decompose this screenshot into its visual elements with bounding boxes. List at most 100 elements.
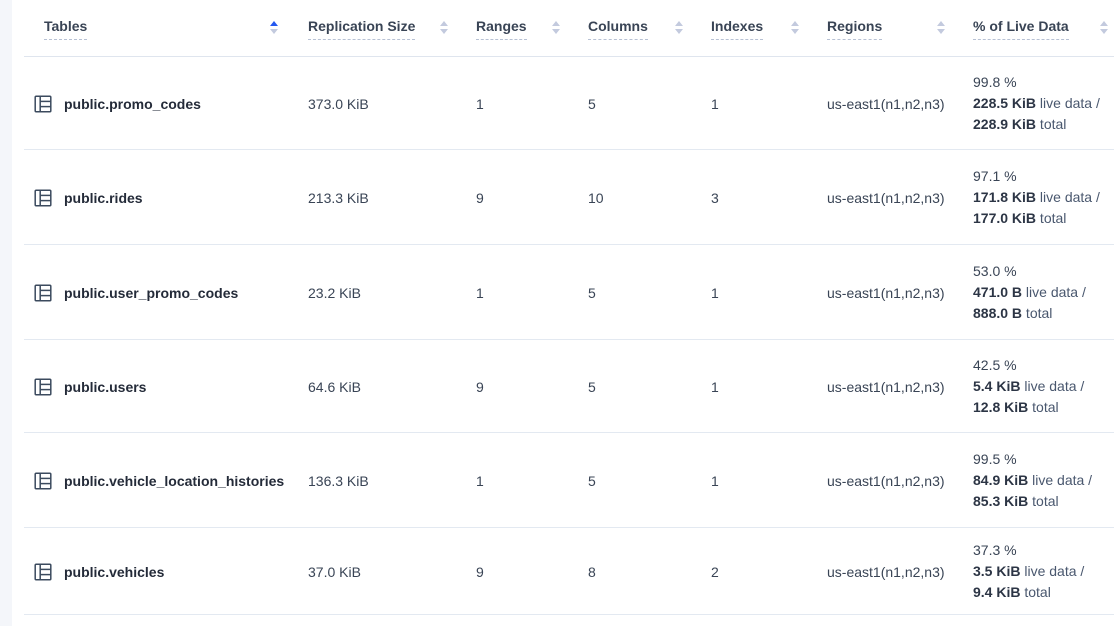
live-data-cell: 99.8 % 228.5 KiB live data / 228.9 KiB t… xyxy=(973,72,1114,135)
sort-desc-icon xyxy=(552,28,560,34)
replication-size-value: 136.3 KiB xyxy=(308,472,369,489)
indexes-value: 3 xyxy=(711,189,719,206)
columns-value: 8 xyxy=(588,563,596,580)
ranges-value: 1 xyxy=(476,284,484,301)
column-header-tables-label[interactable]: Tables xyxy=(44,18,88,40)
sort-arrows-icon[interactable] xyxy=(552,20,560,34)
replication-size-value: 64.6 KiB xyxy=(308,378,361,395)
sort-desc-icon xyxy=(791,28,799,34)
column-header-replication-size[interactable]: Replication Size xyxy=(308,0,476,57)
column-header-regions-label[interactable]: Regions xyxy=(827,18,883,40)
ranges-value: 9 xyxy=(476,378,484,395)
sort-asc-icon xyxy=(440,20,448,26)
column-header-live-data[interactable]: % of Live Data xyxy=(973,0,1114,57)
regions-value: us-east1(n1,n2,n3) xyxy=(827,95,945,112)
sort-asc-icon xyxy=(552,20,560,26)
indexes-value: 1 xyxy=(711,472,719,489)
ranges-value: 9 xyxy=(476,563,484,580)
table-row: public.users 64.6 KiB 9 5 1 us-east1(n1,… xyxy=(12,340,1114,433)
columns-value: 5 xyxy=(588,95,596,112)
replication-size-value: 37.0 KiB xyxy=(308,563,361,580)
total-data-line: 9.4 KiB total xyxy=(973,584,1051,600)
live-data-percent: 37.3 % xyxy=(973,542,1017,558)
table-name-link[interactable]: public.vehicles xyxy=(64,563,165,580)
sort-desc-icon xyxy=(1100,28,1108,34)
table-name-cell: public.vehicles xyxy=(12,562,308,581)
regions-value: us-east1(n1,n2,n3) xyxy=(827,189,945,206)
live-data-cell: 42.5 % 5.4 KiB live data / 12.8 KiB tota… xyxy=(973,355,1114,418)
sort-arrows-icon[interactable] xyxy=(270,20,278,34)
total-data-line: 888.0 B total xyxy=(973,305,1053,321)
live-data-line: 228.5 KiB live data / xyxy=(973,95,1100,111)
table-row: public.vehicles 37.0 KiB 9 8 2 us-east1(… xyxy=(12,528,1114,615)
live-data-percent: 42.5 % xyxy=(973,357,1017,373)
table-icon xyxy=(34,562,52,581)
columns-value: 10 xyxy=(588,189,604,206)
live-data-line: 3.5 KiB live data / xyxy=(973,563,1085,579)
live-data-percent: 53.0 % xyxy=(973,263,1017,279)
regions-value: us-east1(n1,n2,n3) xyxy=(827,284,945,301)
table-icon xyxy=(34,188,52,207)
table-row: public.vehicle_location_histories 136.3 … xyxy=(12,433,1114,528)
total-data-line: 12.8 KiB total xyxy=(973,399,1059,415)
live-data-cell: 37.3 % 3.5 KiB live data / 9.4 KiB total xyxy=(973,540,1114,603)
table-row: public.rides 213.3 KiB 9 10 3 us-east1(n… xyxy=(12,150,1114,245)
column-header-ranges[interactable]: Ranges xyxy=(476,0,588,57)
regions-value: us-east1(n1,n2,n3) xyxy=(827,472,945,489)
live-data-line: 171.8 KiB live data / xyxy=(973,189,1100,205)
sort-asc-icon xyxy=(270,20,278,26)
live-data-percent: 97.1 % xyxy=(973,168,1017,184)
table-name-cell: public.rides xyxy=(12,188,308,207)
table-name-cell: public.user_promo_codes xyxy=(12,283,308,302)
column-header-indexes-label[interactable]: Indexes xyxy=(711,18,764,40)
columns-value: 5 xyxy=(588,472,596,489)
live-data-cell: 99.5 % 84.9 KiB live data / 85.3 KiB tot… xyxy=(973,449,1114,512)
sort-arrows-icon[interactable] xyxy=(1100,20,1108,34)
table-row: public.user_promo_codes 23.2 KiB 1 5 1 u… xyxy=(12,245,1114,340)
regions-value: us-east1(n1,n2,n3) xyxy=(827,378,945,395)
sort-desc-icon xyxy=(270,28,278,34)
ranges-value: 1 xyxy=(476,472,484,489)
live-data-percent: 99.5 % xyxy=(973,451,1017,467)
column-header-live-data-label[interactable]: % of Live Data xyxy=(973,18,1069,40)
table-name-link[interactable]: public.promo_codes xyxy=(64,95,201,112)
column-header-tables[interactable]: Tables xyxy=(12,0,308,57)
table-row: public.promo_codes 373.0 KiB 1 5 1 us-ea… xyxy=(12,57,1114,150)
sort-asc-icon xyxy=(1100,20,1108,26)
replication-size-value: 373.0 KiB xyxy=(308,95,369,112)
ranges-value: 1 xyxy=(476,95,484,112)
regions-value: us-east1(n1,n2,n3) xyxy=(827,563,945,580)
sort-desc-icon xyxy=(440,28,448,34)
column-header-indexes[interactable]: Indexes xyxy=(711,0,827,57)
live-data-percent: 99.8 % xyxy=(973,74,1017,90)
indexes-value: 1 xyxy=(711,378,719,395)
table-name-link[interactable]: public.rides xyxy=(64,189,143,206)
live-data-line: 471.0 B live data / xyxy=(973,284,1086,300)
column-header-replication-size-label[interactable]: Replication Size xyxy=(308,18,416,40)
total-data-line: 85.3 KiB total xyxy=(973,493,1059,509)
table-name-link[interactable]: public.vehicle_location_histories xyxy=(64,472,285,489)
table-name-link[interactable]: public.user_promo_codes xyxy=(64,284,239,301)
table-icon xyxy=(34,283,52,302)
table-body: public.promo_codes 373.0 KiB 1 5 1 us-ea… xyxy=(12,57,1114,615)
columns-value: 5 xyxy=(588,378,596,395)
table-icon xyxy=(34,377,52,396)
tables-list-card: Tables Replication Size Ranges Columns xyxy=(12,0,1114,626)
column-header-regions[interactable]: Regions xyxy=(827,0,973,57)
table-name-link[interactable]: public.users xyxy=(64,378,147,395)
indexes-value: 1 xyxy=(711,95,719,112)
sort-arrows-icon[interactable] xyxy=(675,20,683,34)
indexes-value: 1 xyxy=(711,284,719,301)
column-header-columns[interactable]: Columns xyxy=(588,0,711,57)
column-header-ranges-label[interactable]: Ranges xyxy=(476,18,527,40)
column-header-columns-label[interactable]: Columns xyxy=(588,18,648,40)
table-icon xyxy=(34,471,52,490)
sort-arrows-icon[interactable] xyxy=(440,20,448,34)
live-data-cell: 53.0 % 471.0 B live data / 888.0 B total xyxy=(973,261,1114,324)
sort-desc-icon xyxy=(675,28,683,34)
sort-arrows-icon[interactable] xyxy=(791,20,799,34)
total-data-line: 177.0 KiB total xyxy=(973,210,1067,226)
table-header-row: Tables Replication Size Ranges Columns xyxy=(12,0,1114,57)
live-data-line: 5.4 KiB live data / xyxy=(973,378,1085,394)
sort-arrows-icon[interactable] xyxy=(937,20,945,34)
